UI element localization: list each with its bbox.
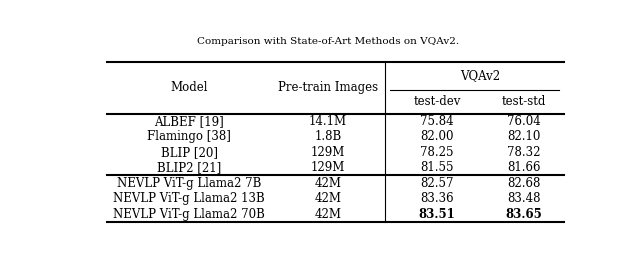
Text: 82.57: 82.57 (420, 177, 454, 190)
Text: Model: Model (170, 81, 208, 94)
Text: 129M: 129M (311, 146, 345, 159)
Text: 42M: 42M (314, 192, 342, 205)
Text: VQAv2: VQAv2 (460, 70, 500, 82)
Text: 83.48: 83.48 (507, 192, 541, 205)
Text: 83.65: 83.65 (506, 208, 542, 221)
Text: Comparison with State-of-Art Methods on VQAv2.: Comparison with State-of-Art Methods on … (197, 37, 459, 46)
Text: 82.68: 82.68 (508, 177, 541, 190)
Text: 42M: 42M (314, 208, 342, 221)
Text: 82.00: 82.00 (420, 130, 454, 143)
Text: BLIP [20]: BLIP [20] (161, 146, 218, 159)
Text: NEVLP ViT-g Llama2 13B: NEVLP ViT-g Llama2 13B (113, 192, 265, 205)
Text: ALBEF [19]: ALBEF [19] (154, 115, 224, 128)
Text: 1.8B: 1.8B (314, 130, 342, 143)
Text: 14.1M: 14.1M (309, 115, 347, 128)
Text: 42M: 42M (314, 177, 342, 190)
Text: 78.32: 78.32 (507, 146, 541, 159)
Text: 83.36: 83.36 (420, 192, 454, 205)
Text: 82.10: 82.10 (508, 130, 541, 143)
Text: 75.84: 75.84 (420, 115, 454, 128)
Text: 83.51: 83.51 (419, 208, 456, 221)
Text: NEVLP ViT-g Llama2 70B: NEVLP ViT-g Llama2 70B (113, 208, 265, 221)
Text: 129M: 129M (311, 161, 345, 174)
Text: Flamingo [38]: Flamingo [38] (147, 130, 231, 143)
Text: 76.04: 76.04 (507, 115, 541, 128)
Text: NEVLP ViT-g Llama2 7B: NEVLP ViT-g Llama2 7B (117, 177, 261, 190)
Text: test-dev: test-dev (413, 95, 461, 108)
Text: BLIP2 [21]: BLIP2 [21] (157, 161, 221, 174)
Text: test-std: test-std (502, 95, 546, 108)
Text: 78.25: 78.25 (420, 146, 454, 159)
Text: Pre-train Images: Pre-train Images (278, 81, 378, 94)
Text: 81.66: 81.66 (507, 161, 541, 174)
Text: 81.55: 81.55 (420, 161, 454, 174)
